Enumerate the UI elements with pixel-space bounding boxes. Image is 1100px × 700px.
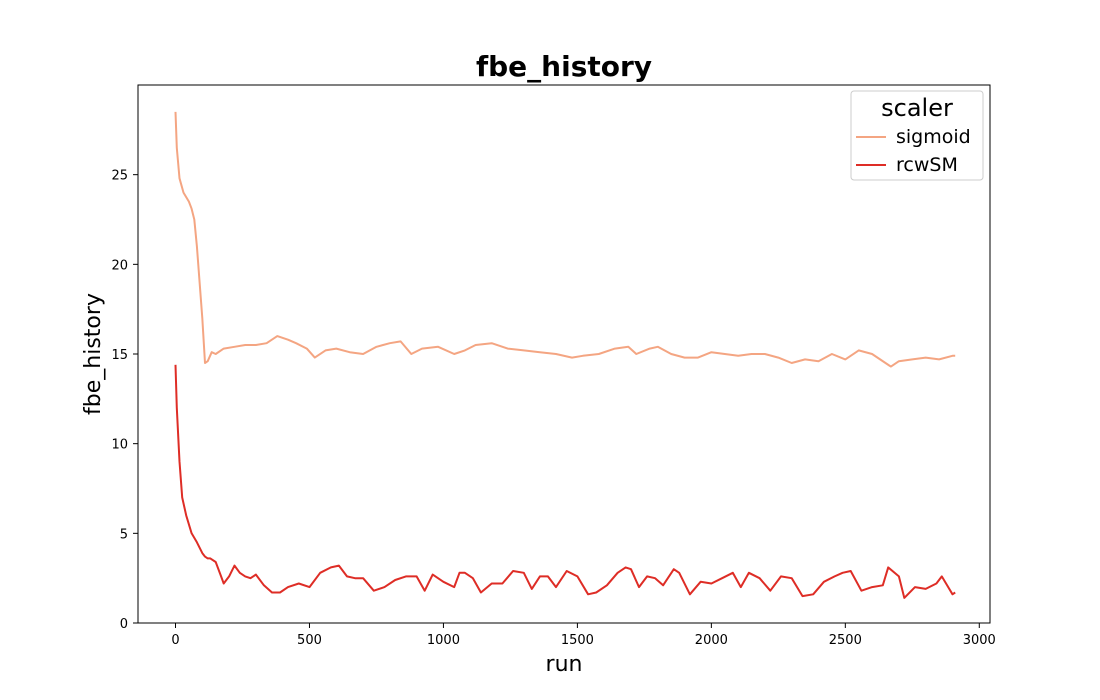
- y-tick-label: 5: [120, 527, 128, 542]
- series-line-sigmoid: [174, 111, 956, 368]
- y-tick-label: 0: [120, 617, 128, 632]
- x-axis: 0 500 1000 1500 2000 2500 3000: [171, 623, 996, 648]
- legend: scaler sigmoid rcwSM: [850, 90, 984, 181]
- y-tick-label: 20: [111, 258, 128, 273]
- x-tick-label: 3000: [963, 633, 996, 648]
- x-tick-label: 1500: [561, 633, 594, 648]
- y-axis-title: fbe_history: [81, 293, 106, 415]
- x-tick-label: 1000: [427, 633, 460, 648]
- x-tick-label: 0: [171, 633, 179, 648]
- y-axis: 0 5 10 15 20 25: [111, 169, 138, 632]
- legend-label-sigmoid: sigmoid: [896, 126, 971, 148]
- x-tick-label: 500: [297, 633, 322, 648]
- y-tick-label: 25: [111, 169, 128, 184]
- legend-box: [850, 90, 984, 181]
- series-line-rcwSM: [174, 364, 956, 599]
- y-tick-label: 15: [111, 348, 128, 363]
- x-axis-title: run: [546, 652, 583, 677]
- chart-title: fbe_history: [476, 50, 652, 83]
- x-tick-label: 2000: [695, 633, 728, 648]
- y-tick-label: 10: [111, 438, 128, 453]
- x-tick-label: 2500: [829, 633, 862, 648]
- series-layer: [174, 111, 956, 599]
- legend-title: scaler: [881, 94, 953, 122]
- legend-label-rcwSM: rcwSM: [896, 154, 958, 176]
